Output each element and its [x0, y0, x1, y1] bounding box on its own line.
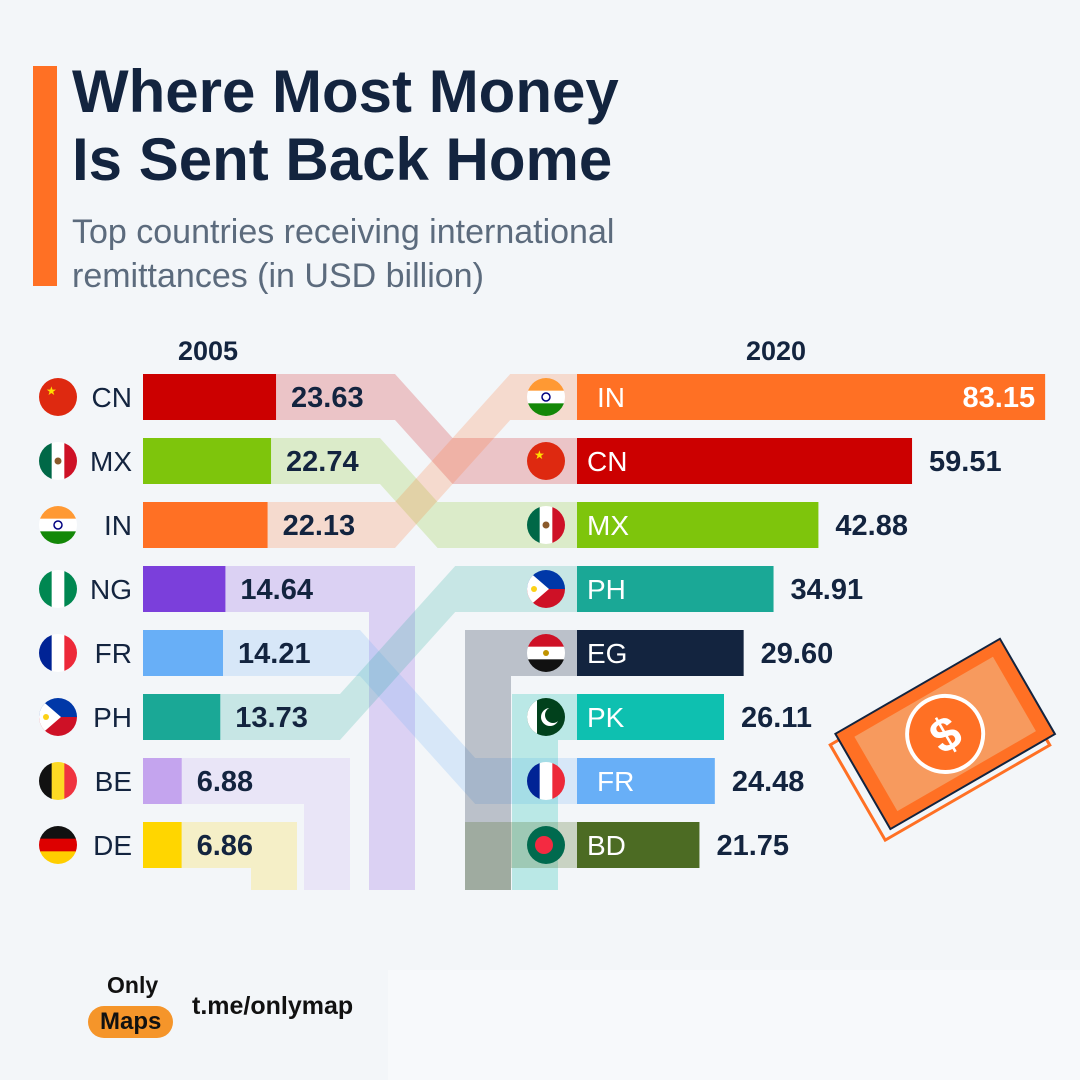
value-2005-mx: 22.74: [286, 446, 359, 478]
ribbon-ng: [225, 566, 415, 890]
flag-ph-icon: [39, 698, 77, 736]
label-2020-ph: PH: [587, 574, 626, 605]
flag-in-icon: [527, 378, 565, 416]
bump-bar-chart: 2005 2020 ★ CN 23.63 MX 22.74 IN 22.13 NG 14.64 FR 1…: [39, 336, 1057, 890]
label-2020-eg: EG: [587, 638, 627, 669]
ribbon-cn: [276, 374, 577, 484]
label-2020-in: IN: [597, 382, 625, 413]
ribbon-in: [267, 374, 577, 548]
label-2020-fr: FR: [597, 766, 634, 797]
flag-ph-icon: [527, 570, 565, 608]
svg-text:★: ★: [46, 384, 57, 398]
footer-panel: [388, 970, 1080, 1080]
flag-ng-icon: [39, 570, 77, 608]
bar-2005-cn: [143, 374, 277, 420]
value-2005-de: 6.86: [197, 830, 253, 862]
bar-2005-ph: [143, 694, 221, 740]
title-line-1: Where Most Money: [72, 58, 619, 125]
year-header-2020: 2020: [746, 336, 806, 366]
bar-2005-be: [143, 758, 182, 804]
value-2020-in: 83.15: [963, 382, 1036, 414]
bar-2005-mx: [143, 438, 272, 484]
footer-link[interactable]: t.me/onlymap: [192, 992, 354, 1020]
label-2005-de: DE: [93, 830, 132, 861]
bar-2020-ph: [577, 566, 774, 612]
flag-de-icon: [39, 826, 77, 864]
label-2020-cn: CN: [587, 446, 627, 477]
label-2005-be: BE: [95, 766, 132, 797]
brand-logo-bottom: Maps: [88, 1006, 174, 1038]
bar-2020-pk: [577, 694, 724, 740]
value-2020-cn: 59.51: [929, 446, 1002, 478]
flag-cn-icon: ★: [527, 442, 565, 480]
value-2005-be: 6.88: [197, 766, 253, 798]
bar-2005-fr: [143, 630, 224, 676]
ribbon-fr: [223, 630, 577, 804]
ribbon-be: [181, 758, 350, 890]
value-2020-mx: 42.88: [835, 510, 908, 542]
bar-2020-cn: [577, 438, 913, 484]
label-2020-bd: BD: [587, 830, 626, 861]
flow-ribbons: [181, 374, 577, 890]
title-accent-bar: [33, 66, 57, 286]
bar-2005-in: [143, 502, 268, 548]
bar-2020-bd: [577, 822, 700, 868]
flag-fr-icon: [527, 762, 565, 800]
value-2005-in: 22.13: [283, 510, 356, 542]
value-2005-ng: 14.64: [240, 574, 313, 606]
ribbon-de: [181, 822, 297, 890]
flag-eg-icon: [527, 634, 565, 672]
label-2020-pk: PK: [587, 702, 625, 733]
bar-2020-in: [577, 374, 1046, 420]
page-title: Where Most Money Is Sent Back Home: [72, 58, 619, 194]
ribbon-mx: [271, 438, 577, 548]
bar-2005-de: [143, 822, 182, 868]
label-2005-cn: CN: [92, 382, 132, 413]
value-2005-cn: 23.63: [291, 382, 364, 414]
flag-cn-icon: ★: [39, 378, 77, 416]
label-2005-ng: NG: [90, 574, 132, 605]
value-2020-fr: 24.48: [732, 766, 805, 798]
label-2005-fr: FR: [95, 638, 132, 669]
flag-bd-icon: [527, 826, 565, 864]
bar-2020-eg: [577, 630, 744, 676]
page-subtitle: Top countries receiving international re…: [72, 213, 615, 295]
value-2005-fr: 14.21: [238, 638, 311, 670]
flag-mx-icon: [39, 442, 77, 480]
label-2005-mx: MX: [90, 446, 132, 477]
ribbon-ph: [220, 566, 577, 740]
value-2005-ph: 13.73: [235, 702, 308, 734]
flag-fr-icon: [39, 634, 77, 672]
label-2005-in: IN: [104, 510, 132, 541]
label-2005-ph: PH: [93, 702, 132, 733]
value-2020-ph: 34.91: [791, 574, 864, 606]
money-bill-icon: $: [828, 637, 1057, 843]
flag-be-icon: [39, 762, 77, 800]
bar-2020-mx: [577, 502, 819, 548]
bar-2005-ng: [143, 566, 226, 612]
svg-text:★: ★: [534, 448, 545, 462]
value-2020-eg: 29.60: [761, 638, 834, 670]
flag-pk-icon: [527, 698, 565, 736]
title-line-2: Is Sent Back Home: [72, 126, 613, 193]
brand-logo-top: Only: [107, 972, 159, 998]
label-2020-mx: MX: [587, 510, 629, 541]
value-2020-pk: 26.11: [741, 702, 812, 734]
flag-in-icon: [39, 506, 77, 544]
year-header-2005: 2005: [178, 336, 238, 366]
value-2020-bd: 21.75: [716, 830, 789, 862]
bar-2020-fr: [577, 758, 715, 804]
flag-mx-icon: [527, 506, 565, 544]
ribbon-eg: [465, 630, 577, 890]
